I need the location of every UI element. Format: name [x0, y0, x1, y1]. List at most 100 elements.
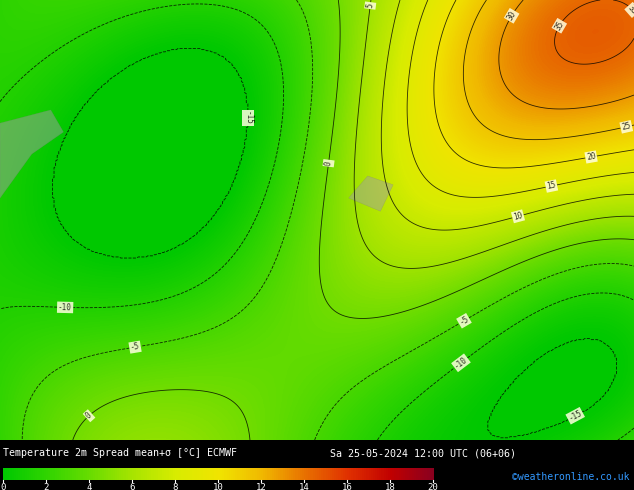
Bar: [259, 468, 261, 480]
Bar: [345, 468, 347, 480]
Text: -10: -10: [58, 303, 72, 312]
Bar: [22, 468, 25, 480]
Bar: [224, 468, 227, 480]
Bar: [252, 468, 255, 480]
Bar: [91, 468, 94, 480]
Bar: [410, 468, 412, 480]
Bar: [254, 468, 257, 480]
Bar: [184, 468, 186, 480]
Bar: [431, 468, 434, 480]
Bar: [195, 468, 197, 480]
Bar: [3, 468, 6, 480]
Bar: [138, 468, 141, 480]
Text: 18: 18: [385, 483, 396, 490]
Bar: [220, 468, 223, 480]
Bar: [162, 468, 165, 480]
Bar: [250, 468, 253, 480]
Bar: [149, 468, 152, 480]
Bar: [61, 468, 63, 480]
Bar: [160, 468, 162, 480]
Bar: [424, 468, 427, 480]
Bar: [231, 468, 233, 480]
Bar: [394, 468, 397, 480]
Bar: [416, 468, 418, 480]
Bar: [98, 468, 100, 480]
Bar: [332, 468, 335, 480]
Bar: [65, 468, 68, 480]
Bar: [330, 468, 332, 480]
Bar: [375, 468, 378, 480]
Bar: [261, 468, 264, 480]
Bar: [63, 468, 66, 480]
Bar: [100, 468, 103, 480]
Bar: [339, 468, 341, 480]
Polygon shape: [0, 110, 63, 198]
Bar: [36, 468, 38, 480]
Bar: [145, 468, 148, 480]
Bar: [223, 468, 225, 480]
Bar: [314, 468, 318, 480]
Bar: [306, 468, 309, 480]
Bar: [42, 468, 44, 480]
Text: -5: -5: [130, 342, 140, 352]
Bar: [313, 468, 315, 480]
Bar: [82, 468, 85, 480]
Bar: [186, 468, 188, 480]
Bar: [325, 468, 328, 480]
Bar: [265, 468, 268, 480]
Bar: [152, 468, 154, 480]
Text: Sa 25-05-2024 12:00 UTC (06+06): Sa 25-05-2024 12:00 UTC (06+06): [330, 448, 516, 458]
Bar: [321, 468, 324, 480]
Bar: [311, 468, 313, 480]
Text: -10: -10: [453, 355, 469, 370]
Bar: [289, 468, 292, 480]
Bar: [67, 468, 70, 480]
Bar: [37, 468, 40, 480]
Text: 5: 5: [365, 3, 375, 8]
Bar: [110, 468, 113, 480]
Bar: [353, 468, 356, 480]
Bar: [229, 468, 231, 480]
Text: 0: 0: [0, 483, 6, 490]
Bar: [179, 468, 182, 480]
Bar: [278, 468, 281, 480]
Text: -5: -5: [458, 315, 470, 327]
Bar: [334, 468, 337, 480]
Bar: [401, 468, 403, 480]
Bar: [347, 468, 349, 480]
Bar: [382, 468, 384, 480]
Bar: [31, 468, 34, 480]
Bar: [147, 468, 150, 480]
Text: 12: 12: [256, 483, 266, 490]
Bar: [10, 468, 12, 480]
Bar: [358, 468, 360, 480]
Text: Temperature 2m Spread mean+σ [°C] ECMWF: Temperature 2m Spread mean+σ [°C] ECMWF: [3, 448, 237, 458]
Bar: [89, 468, 92, 480]
Bar: [113, 468, 115, 480]
Bar: [420, 468, 423, 480]
Text: 35: 35: [626, 3, 634, 16]
Bar: [143, 468, 145, 480]
Text: ©weatheronline.co.uk: ©weatheronline.co.uk: [512, 472, 630, 482]
Text: 10: 10: [212, 483, 223, 490]
Bar: [366, 468, 369, 480]
Bar: [14, 468, 16, 480]
Bar: [323, 468, 326, 480]
Bar: [5, 468, 8, 480]
Bar: [50, 468, 53, 480]
Bar: [177, 468, 180, 480]
Bar: [308, 468, 311, 480]
Bar: [87, 468, 89, 480]
Polygon shape: [349, 176, 393, 211]
Bar: [136, 468, 139, 480]
Bar: [119, 468, 122, 480]
Bar: [291, 468, 294, 480]
Bar: [102, 468, 105, 480]
Text: 20: 20: [427, 483, 438, 490]
Bar: [107, 468, 109, 480]
Text: 2: 2: [43, 483, 49, 490]
Bar: [16, 468, 18, 480]
Bar: [274, 468, 276, 480]
Text: 16: 16: [342, 483, 353, 490]
Bar: [328, 468, 330, 480]
